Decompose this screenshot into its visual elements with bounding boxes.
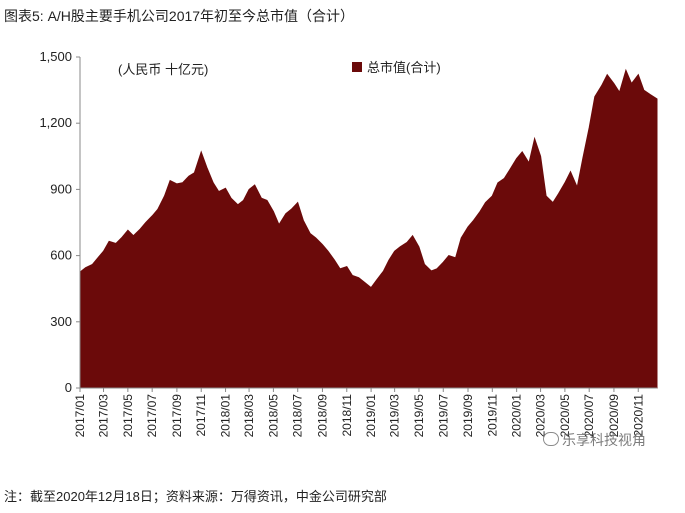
x-tick-label: 2017/11 xyxy=(194,394,208,437)
watermark: 乐享科技视角 xyxy=(543,430,646,450)
axes: 0 300 600 900 1,200 1,500 2017/01 2017/03 2017/0… xyxy=(39,49,657,437)
x-tick-label: 2019/01 xyxy=(364,394,378,438)
x-tick-label: 2019/09 xyxy=(461,394,475,438)
x-tick-label: 2017/05 xyxy=(121,394,135,438)
x-tick-label: 2018/03 xyxy=(242,394,256,438)
series-area xyxy=(79,68,658,389)
y-tick-label: 600 xyxy=(50,248,72,263)
x-tick-label: 2017/07 xyxy=(145,394,159,438)
x-tick-label: 2019/05 xyxy=(412,394,426,438)
y-tick-label: 300 xyxy=(50,314,72,329)
x-tick-label: 2018/07 xyxy=(291,394,305,438)
unit-label: (人民币 十亿元) xyxy=(118,62,208,77)
y-tick-label: 1,500 xyxy=(39,49,72,64)
x-tick-label: 2017/03 xyxy=(97,394,111,438)
x-tick-label: 2017/01 xyxy=(73,394,87,438)
y-tick-label: 1,200 xyxy=(39,115,72,130)
y-tick-label: 900 xyxy=(50,181,72,196)
legend-swatch xyxy=(352,62,362,72)
x-tick-label: 2020/05 xyxy=(558,394,572,438)
market-cap-area-chart: 0 300 600 900 1,200 1,500 2017/01 2017/03 2017/0… xyxy=(39,49,658,437)
figure-title: 图表5: A/H股主要手机公司2017年初至今总市值（合计） xyxy=(4,8,355,24)
x-tick-label: 2020/01 xyxy=(510,394,524,438)
plot-area xyxy=(79,68,658,389)
y-tick-label: 0 xyxy=(65,380,72,395)
x-tick-label: 2019/11 xyxy=(485,394,499,437)
x-tick-label: 2020/11 xyxy=(631,394,645,437)
x-tick-label: 2018/01 xyxy=(219,394,233,438)
x-tick-label: 2018/11 xyxy=(340,394,354,437)
x-tick-label: 2020/09 xyxy=(607,394,621,438)
x-tick-label: 2019/07 xyxy=(436,394,450,438)
wechat-icon xyxy=(543,432,559,446)
watermark-text: 乐享科技视角 xyxy=(562,432,646,448)
x-tick-label: 2018/05 xyxy=(266,394,280,438)
x-tick-label: 2017/09 xyxy=(170,394,184,438)
source-note: 注：截至2020年12月18日；资料来源：万得资讯，中金公司研究部 xyxy=(4,489,387,504)
legend-label: 总市值(合计) xyxy=(367,60,441,75)
x-tick-label: 2018/09 xyxy=(315,394,329,438)
x-tick-label: 2020/07 xyxy=(582,394,596,438)
x-tick-label: 2020/03 xyxy=(534,394,548,438)
x-tick-label: 2019/03 xyxy=(388,394,402,438)
